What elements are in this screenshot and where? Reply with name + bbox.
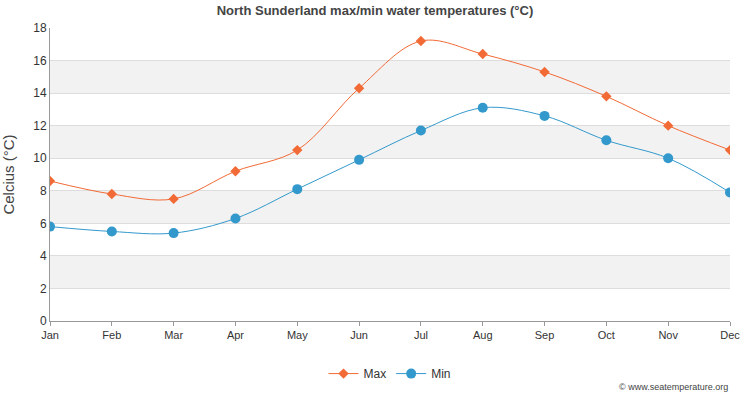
svg-text:Apr: Apr	[227, 329, 244, 341]
svg-text:Jul: Jul	[414, 329, 428, 341]
svg-text:Dec: Dec	[720, 329, 740, 341]
svg-text:Jun: Jun	[350, 329, 368, 341]
svg-text:Sep: Sep	[535, 329, 555, 341]
svg-text:18: 18	[33, 21, 47, 35]
svg-text:16: 16	[33, 54, 47, 68]
svg-text:Min: Min	[431, 367, 450, 381]
svg-text:© www.seatemperature.org: © www.seatemperature.org	[619, 382, 728, 392]
svg-text:Max: Max	[364, 367, 387, 381]
svg-text:Mar: Mar	[164, 329, 183, 341]
svg-text:Jan: Jan	[41, 329, 59, 341]
svg-text:Nov: Nov	[658, 329, 678, 341]
svg-text:North Sunderland max/min water: North Sunderland max/min water temperatu…	[217, 3, 534, 18]
svg-text:May: May	[287, 329, 308, 341]
svg-text:6: 6	[40, 217, 47, 231]
svg-text:10: 10	[33, 151, 47, 165]
svg-text:2: 2	[40, 282, 47, 296]
svg-text:Celcius (°C): Celcius (°C)	[0, 134, 17, 214]
svg-text:8: 8	[40, 184, 47, 198]
svg-text:Oct: Oct	[598, 329, 615, 341]
svg-text:0: 0	[40, 314, 47, 328]
svg-text:12: 12	[33, 119, 47, 133]
svg-text:14: 14	[33, 86, 47, 100]
svg-text:4: 4	[40, 249, 47, 263]
svg-text:Feb: Feb	[102, 329, 121, 341]
svg-text:Aug: Aug	[473, 329, 493, 341]
